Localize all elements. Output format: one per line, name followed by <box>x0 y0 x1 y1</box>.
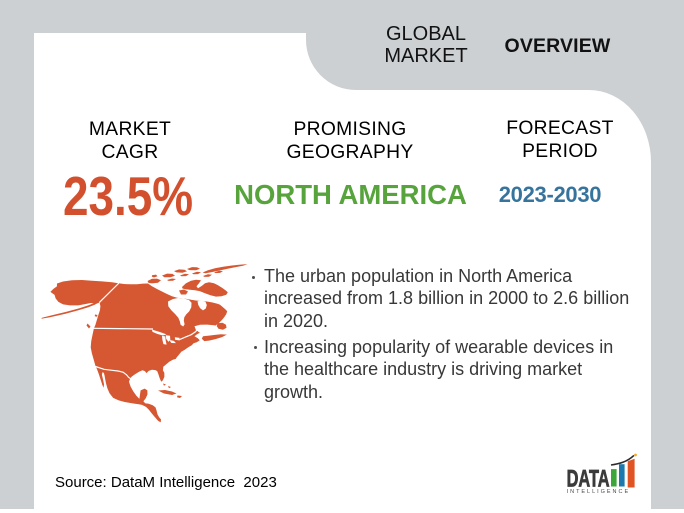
svg-text:DATA: DATA <box>567 466 610 493</box>
svg-text:INTELLIGENCE: INTELLIGENCE <box>567 489 631 495</box>
